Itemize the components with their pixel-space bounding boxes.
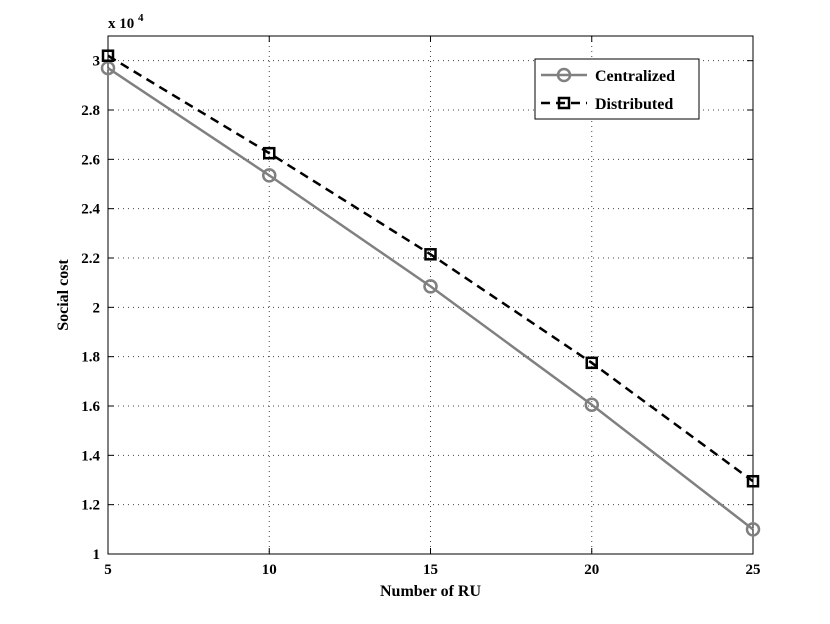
y-tick-label: 2.2 <box>81 251 100 267</box>
axis-ticks: 5 10 15 20 25 1 1.2 1.4 1.6 1.8 2 2.2 2.4 2.6 2.8 3 <box>81 36 761 578</box>
legend-label: Distributed <box>595 96 673 113</box>
x-tick-label: 10 <box>262 562 277 578</box>
y-tick-label: 1 <box>93 547 101 563</box>
data-point-square <box>585 356 598 370</box>
y-tick-label: 1.6 <box>81 399 100 415</box>
x-tick-label: 15 <box>423 562 438 578</box>
data-point-square <box>746 474 760 488</box>
data-point-square <box>557 96 571 110</box>
data-point-square <box>424 248 437 261</box>
exponent-power: 4 <box>138 12 144 24</box>
x-tick-label: 20 <box>584 562 599 578</box>
x-axis-label: Number of RU <box>380 583 481 600</box>
y-tick-label: 2.8 <box>81 103 100 119</box>
y-tick-label: 2.4 <box>81 202 100 218</box>
legend: Centralized Distributed <box>534 58 700 120</box>
data-point-circle <box>556 67 572 83</box>
data-point-circle <box>745 522 761 537</box>
data-point-circle <box>584 397 599 413</box>
y-tick-label: 2.6 <box>81 152 100 168</box>
exponent-base: x 10 <box>108 16 134 32</box>
x-tick-label: 5 <box>104 562 112 578</box>
series-layer <box>100 49 761 537</box>
y-tick-label: 1.8 <box>81 350 100 366</box>
y-axis-exponent-label: x 10 4 <box>108 12 144 32</box>
data-point-square <box>263 146 276 160</box>
legend-label: Centralized <box>595 68 675 85</box>
series-line <box>107 67 754 531</box>
y-tick-label: 1.4 <box>81 448 100 464</box>
data-point-circle <box>100 60 116 76</box>
x-tick-label: 25 <box>746 562 761 578</box>
y-axis-label: Social cost <box>55 259 72 331</box>
series-line <box>107 54 754 483</box>
data-point-square <box>101 49 115 62</box>
data-point-circle <box>423 279 438 294</box>
y-tick-label: 1.2 <box>81 498 100 514</box>
data-point-circle <box>262 168 277 183</box>
y-tick-label: 3 <box>93 54 101 70</box>
y-tick-label: 2 <box>93 300 101 316</box>
